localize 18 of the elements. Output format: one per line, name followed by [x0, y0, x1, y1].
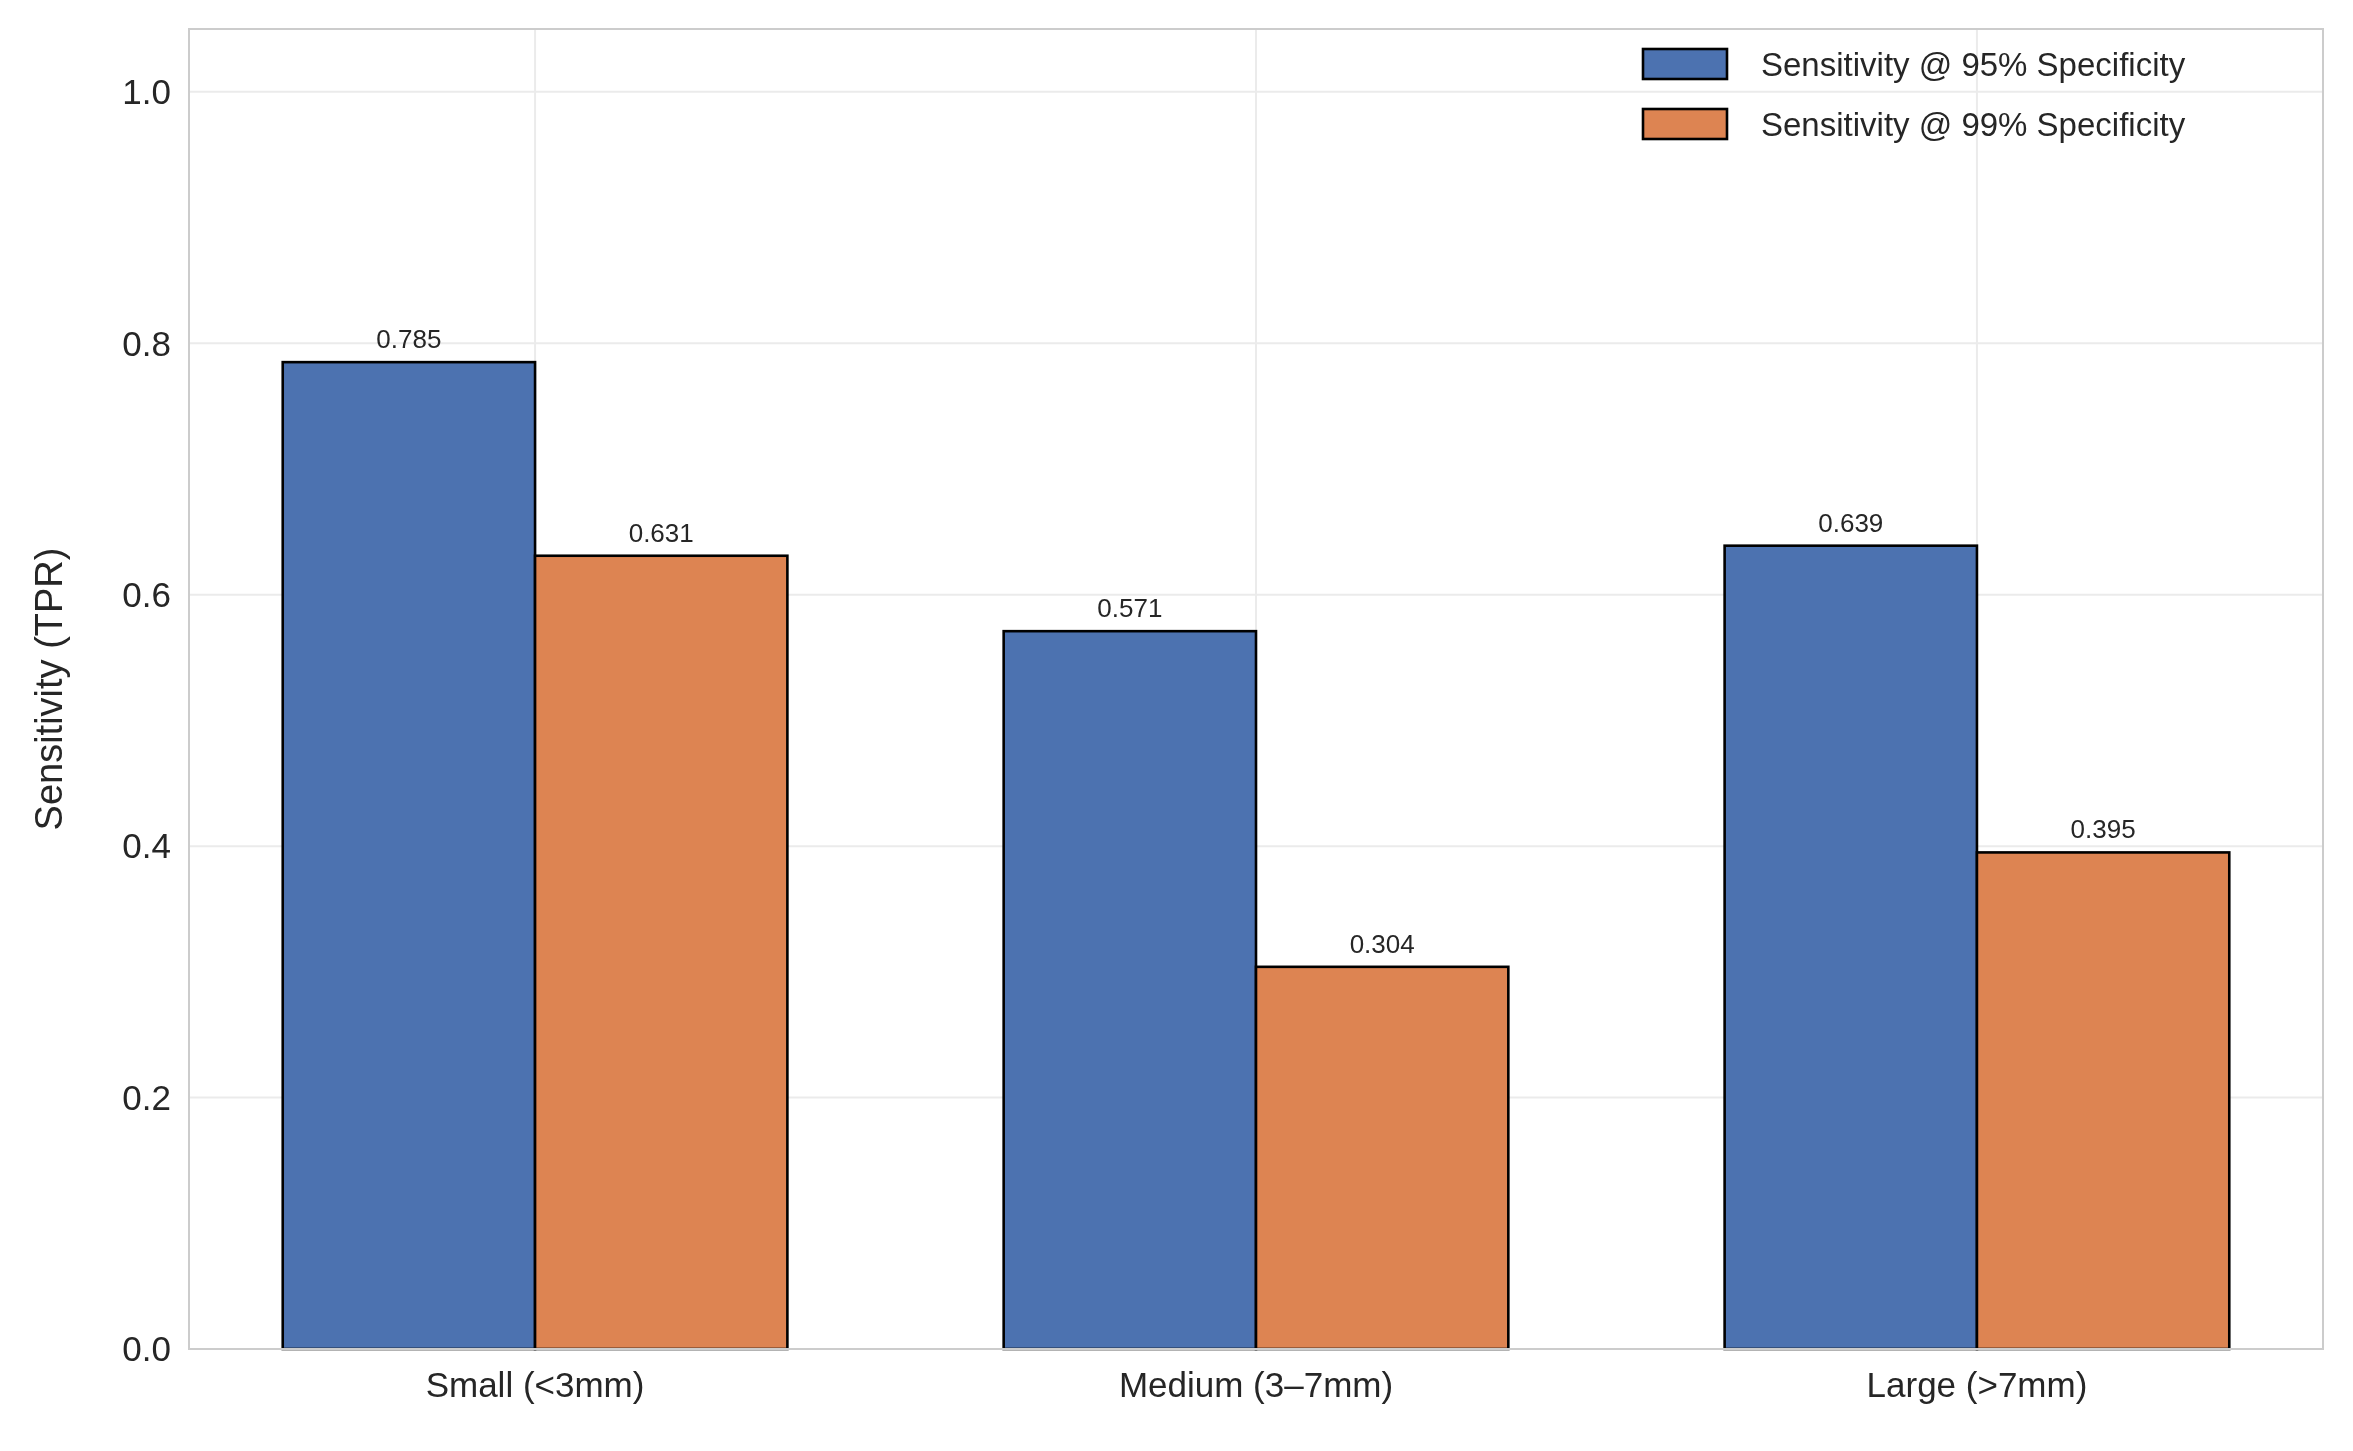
x-tick-label: Medium (3–7mm): [1118, 1365, 1394, 1404]
y-axis-title: Sensitivity (TPR): [28, 547, 70, 831]
y-tick-label: 0.0: [122, 1329, 171, 1369]
data-label: 0.631: [628, 517, 694, 548]
y-tick-label: 0.6: [122, 574, 171, 614]
data-label: 0.639: [1818, 507, 1884, 538]
legend-label: Sensitivity @ 99% Specificity: [1761, 105, 2186, 143]
x-tick-label: Large (>7mm): [1866, 1365, 2088, 1404]
data-label: 0.785: [376, 324, 442, 355]
data-label: 0.395: [2070, 814, 2136, 845]
y-tick-label: 0.4: [122, 826, 171, 866]
data-label: 0.571: [1097, 593, 1163, 624]
legend-label: Sensitivity @ 95% Specificity: [1761, 45, 2186, 83]
data-label: 0.304: [1349, 928, 1415, 959]
y-tick-label: 0.8: [122, 323, 171, 363]
y-tick-label: 0.2: [122, 1077, 171, 1117]
x-tick-label: Small (<3mm): [425, 1365, 645, 1404]
y-tick-label: 1.0: [122, 72, 171, 112]
